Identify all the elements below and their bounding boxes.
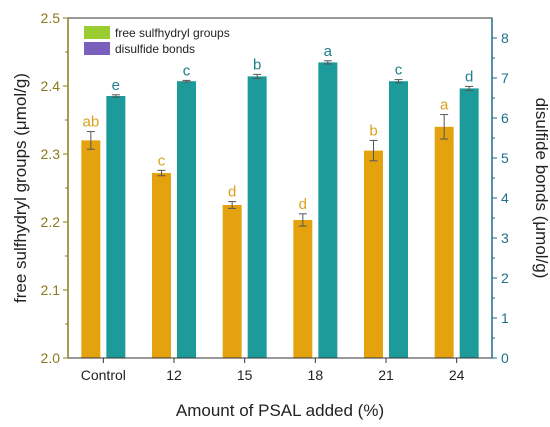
left-axis-title: free sulfhydryl groups (μmol/g) xyxy=(11,73,30,303)
right-tick-label-1: 1 xyxy=(501,310,509,326)
right-y-axis: 0 1 2 3 4 5 6 7 8 xyxy=(491,18,509,366)
x-tick-label-4: 21 xyxy=(378,367,394,383)
error-bar-disulfide-2 xyxy=(253,73,262,79)
bar-disulfide-0 xyxy=(106,96,126,358)
sig-label-free-sulfhydryl-1: c xyxy=(158,152,166,169)
sig-label-free-sulfhydryl-0: ab xyxy=(82,114,99,131)
x-tick-label-1: 12 xyxy=(166,367,182,383)
bar-disulfide-2 xyxy=(247,76,267,359)
error-bar-free-sulfhydryl-2 xyxy=(228,201,237,209)
right-tick-label-8: 8 xyxy=(501,30,509,46)
legend-label-disulfide: disulfide bonds xyxy=(115,42,195,56)
left-tick-label-1: 2.1 xyxy=(41,282,61,298)
error-bar-free-sulfhydryl-0 xyxy=(86,131,95,150)
error-bar-free-sulfhydryl-3 xyxy=(298,213,307,227)
sig-label-free-sulfhydryl-5: a xyxy=(440,97,449,114)
bar-disulfide-1 xyxy=(177,81,196,358)
error-bar-disulfide-0 xyxy=(111,94,120,98)
left-tick-label-5: 2.5 xyxy=(41,10,61,26)
sig-label-disulfide-2: b xyxy=(253,56,261,73)
left-tick-label-2: 2.2 xyxy=(41,214,61,230)
error-bar-disulfide-5 xyxy=(465,85,474,91)
bar-free-sulfhydryl-4 xyxy=(364,150,383,358)
legend-swatch-disulfide xyxy=(84,42,110,55)
right-tick-label-2: 2 xyxy=(501,270,509,286)
right-tick-label-4: 4 xyxy=(501,190,509,206)
bar-free-sulfhydryl-1 xyxy=(152,173,171,358)
sig-label-free-sulfhydryl-4: b xyxy=(369,122,377,139)
bar-free-sulfhydryl-2 xyxy=(222,205,242,358)
sig-label-disulfide-5: d xyxy=(465,68,473,85)
sig-label-free-sulfhydryl-3: d xyxy=(299,196,307,213)
bar-disulfide-5 xyxy=(459,88,479,359)
error-bar-disulfide-4 xyxy=(394,79,403,84)
right-axis-title: disulfide bonds (μmol/g) xyxy=(532,98,550,279)
sig-label-disulfide-3: a xyxy=(324,43,333,60)
error-bar-free-sulfhydryl-5 xyxy=(440,114,449,140)
sig-label-disulfide-0: e xyxy=(112,77,120,94)
left-tick-label-0: 2.0 xyxy=(41,350,61,366)
x-tick-label-0: Control xyxy=(81,367,126,383)
bar-disulfide-3 xyxy=(318,62,338,359)
right-tick-label-6: 6 xyxy=(501,110,509,126)
legend-swatch-free-sulfhydryl xyxy=(84,26,110,39)
bar-free-sulfhydryl-5 xyxy=(434,126,454,358)
sig-label-free-sulfhydryl-2: d xyxy=(228,184,236,201)
x-axis-title: Amount of PSAL added (%) xyxy=(176,401,384,420)
left-tick-label-3: 2.3 xyxy=(41,146,61,162)
bar-free-sulfhydryl-3 xyxy=(293,219,313,358)
right-tick-label-3: 3 xyxy=(501,230,509,246)
legend: free sulfhydryl groups disulfide bonds xyxy=(84,26,230,56)
plot-frame xyxy=(67,17,493,359)
right-tick-label-0: 0 xyxy=(501,350,509,366)
x-tick-label-3: 18 xyxy=(308,367,324,383)
sig-label-disulfide-4: c xyxy=(395,62,403,79)
left-tick-label-4: 2.4 xyxy=(41,78,61,94)
right-tick-label-5: 5 xyxy=(501,150,509,166)
x-tick-label-2: 15 xyxy=(237,367,253,383)
error-bar-free-sulfhydryl-1 xyxy=(157,169,166,177)
right-tick-label-7: 7 xyxy=(501,70,509,86)
left-y-axis: 2.0 2.1 2.2 2.3 2.4 2.5 xyxy=(41,10,69,366)
bar-free-sulfhydryl-0 xyxy=(81,140,101,358)
error-bar-free-sulfhydryl-4 xyxy=(369,139,378,162)
x-tick-label-5: 24 xyxy=(449,367,465,383)
legend-label-free-sulfhydryl: free sulfhydryl groups xyxy=(115,26,230,40)
sig-label-disulfide-1: c xyxy=(183,62,191,79)
bar-disulfide-4 xyxy=(389,81,408,358)
bars-layer xyxy=(81,62,479,359)
error-bars-layer xyxy=(86,60,474,227)
error-bar-disulfide-1 xyxy=(182,79,191,83)
x-axis: Control 12 15 18 21 24 xyxy=(81,358,465,383)
error-bar-disulfide-3 xyxy=(323,60,332,65)
